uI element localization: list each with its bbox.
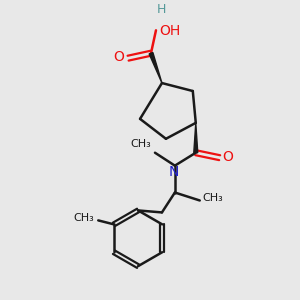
Text: H: H: [156, 3, 166, 16]
Polygon shape: [149, 52, 162, 83]
Text: O: O: [223, 150, 233, 164]
Polygon shape: [194, 123, 198, 153]
Text: OH: OH: [159, 24, 180, 38]
Text: O: O: [113, 50, 124, 64]
Text: CH₃: CH₃: [130, 139, 151, 149]
Text: CH₃: CH₃: [203, 194, 224, 203]
Text: CH₃: CH₃: [74, 213, 94, 224]
Text: N: N: [169, 165, 179, 179]
